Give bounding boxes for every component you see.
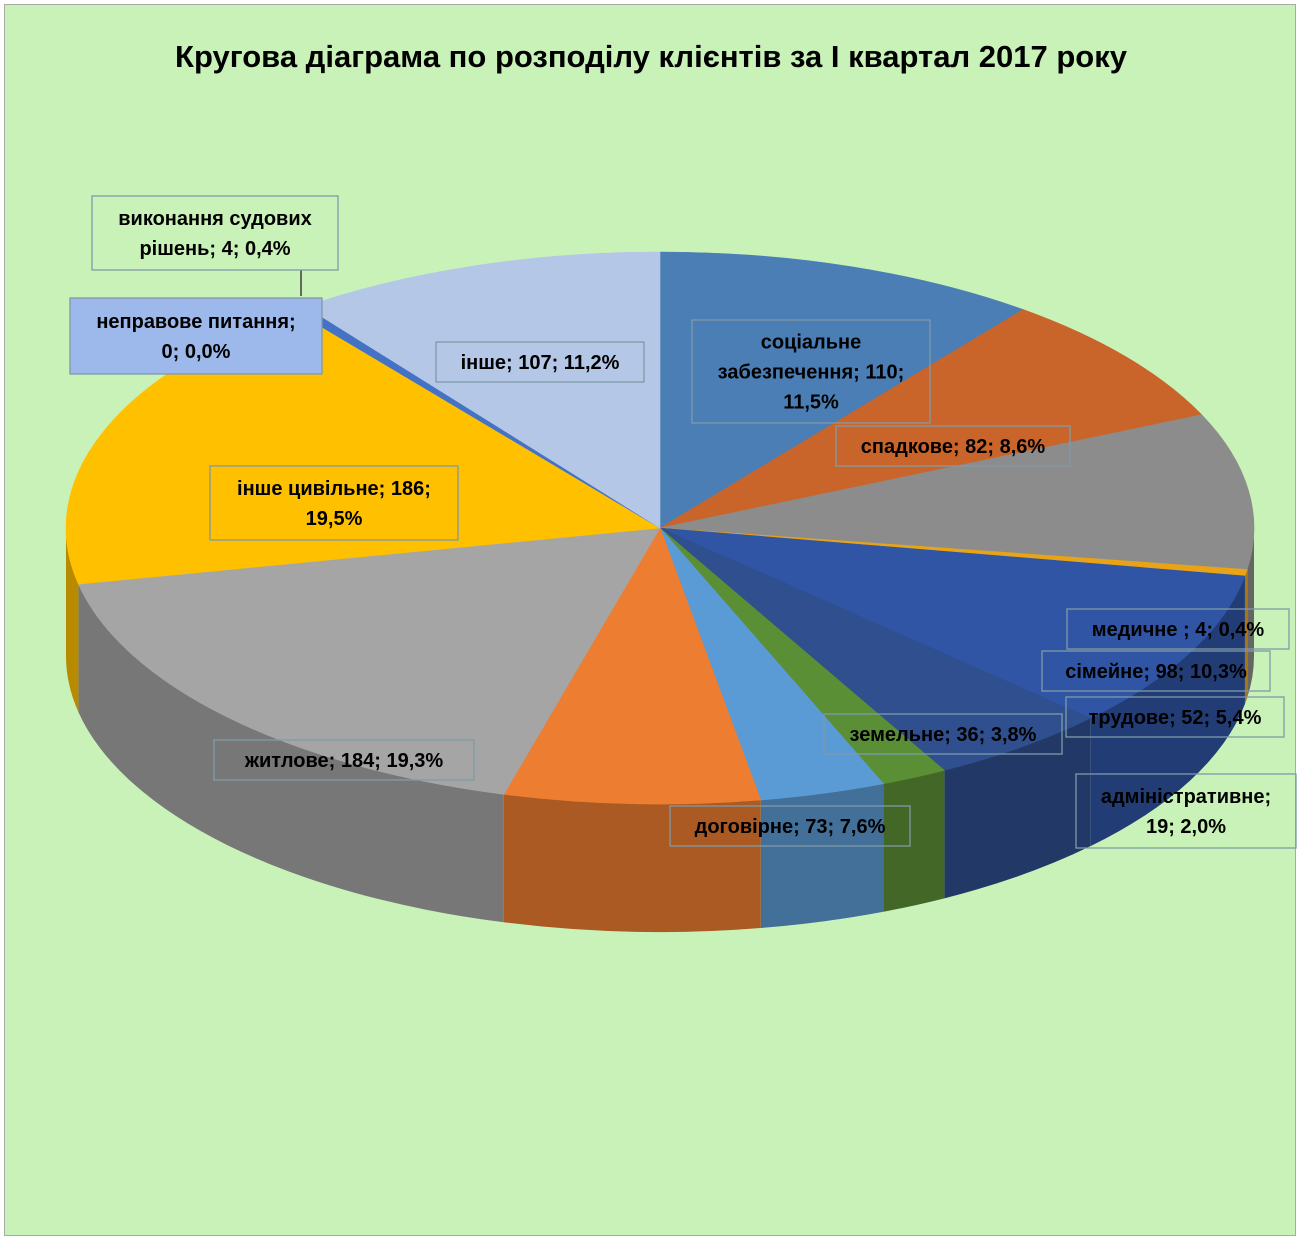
- data-label-12: виконання судових рішень; 4; 0,4%: [91, 195, 339, 271]
- data-label-text: медичне ; 4; 0,4%: [1092, 619, 1265, 641]
- data-label-text: виконання судових: [118, 208, 312, 230]
- data-label-box: [435, 341, 645, 383]
- pie-slice-2: [659, 414, 1255, 570]
- pie-slice-1: [659, 309, 1203, 529]
- data-label-text: земельне; 36; 3,8%: [850, 724, 1037, 746]
- pie-side-5: [944, 718, 1091, 899]
- data-label-text: інше; 107; 11,2%: [461, 352, 620, 374]
- data-label-box: [1066, 608, 1290, 650]
- data-label-box: [691, 319, 931, 424]
- data-label-box: [1065, 696, 1285, 738]
- pie-top: [65, 251, 1255, 805]
- data-label-text: житлове; 184; 19,3%: [244, 750, 444, 772]
- pie-slice-13: [304, 251, 661, 529]
- data-label-6: адміністративне; 19; 2,0%: [1075, 773, 1297, 849]
- data-label-box: [91, 195, 339, 271]
- data-labels: соціальне забезпечення; 110; 11,5% спадкове…: [69, 195, 1297, 849]
- data-label-text: сімейне; 98; 10,3%: [1065, 661, 1247, 683]
- data-label-text: адміністративне;: [1101, 786, 1271, 808]
- data-label-box: [1075, 773, 1297, 849]
- data-label-7: земельне; 36; 3,8%: [823, 713, 1063, 755]
- data-label-5: трудове; 52; 5,4%: [1065, 696, 1285, 738]
- data-label-box: [1041, 650, 1271, 692]
- data-label-3: медичне ; 4; 0,4%: [1066, 608, 1290, 650]
- data-label-13: інше; 107; 11,2%: [435, 341, 645, 383]
- pie-side-8: [503, 794, 761, 932]
- data-label-4: сімейне; 98; 10,3%: [1041, 650, 1271, 692]
- data-label-text: рішень; 4; 0,4%: [139, 238, 290, 260]
- data-label-10: інше цивільне; 186; 19,5%: [209, 465, 459, 541]
- data-label-text: соціальне: [761, 332, 862, 354]
- pie-slice-4: [659, 527, 1246, 719]
- pie-slice-0: [659, 251, 1024, 529]
- data-label-text: 0; 0,0%: [162, 341, 231, 363]
- data-label-box: [823, 713, 1063, 755]
- pie-side-6: [883, 770, 945, 912]
- data-label-box: [209, 465, 459, 541]
- data-label-text: трудове; 52; 5,4%: [1089, 707, 1262, 729]
- data-label-text: договірне; 73; 7,6%: [695, 816, 886, 838]
- data-label-box: [69, 297, 323, 375]
- data-label-text: 11,5%: [783, 392, 839, 414]
- data-label-box: [213, 739, 475, 781]
- pie-side-7: [760, 783, 884, 929]
- pie-slice-9: [77, 527, 661, 795]
- data-label-text: інше цивільне; 186;: [237, 478, 431, 500]
- pie-side-2: [1247, 528, 1254, 698]
- data-label-9: житлове; 184; 19,3%: [213, 739, 475, 781]
- pie-side-10: [66, 528, 79, 713]
- data-label-8: договірне; 73; 7,6%: [669, 805, 911, 847]
- data-label-box: [669, 805, 911, 847]
- pie-side-9: [78, 584, 504, 923]
- pie-slice-8: [503, 527, 762, 805]
- data-label-1: спадкове; 82; 8,6%: [835, 425, 1071, 467]
- data-label-text: 19,5%: [306, 508, 363, 530]
- chart-title: Кругова діаграма по розподілу клієнтів з…: [175, 39, 1127, 74]
- data-label-text: спадкове; 82; 8,6%: [861, 436, 1046, 458]
- pie-side-3: [1244, 569, 1248, 705]
- data-label-text: забезпечення; 110;: [718, 362, 905, 384]
- pie-slice-5: [659, 527, 1091, 771]
- data-label-box: [835, 425, 1071, 467]
- data-label-11: неправове питання; 0; 0,0%: [69, 297, 323, 375]
- pie-side-4: [1090, 576, 1245, 847]
- data-label-0: соціальне забезпечення; 110; 11,5%: [691, 319, 931, 424]
- data-label-text: 19; 2,0%: [1146, 816, 1226, 838]
- data-label-text: неправове питання;: [96, 311, 295, 333]
